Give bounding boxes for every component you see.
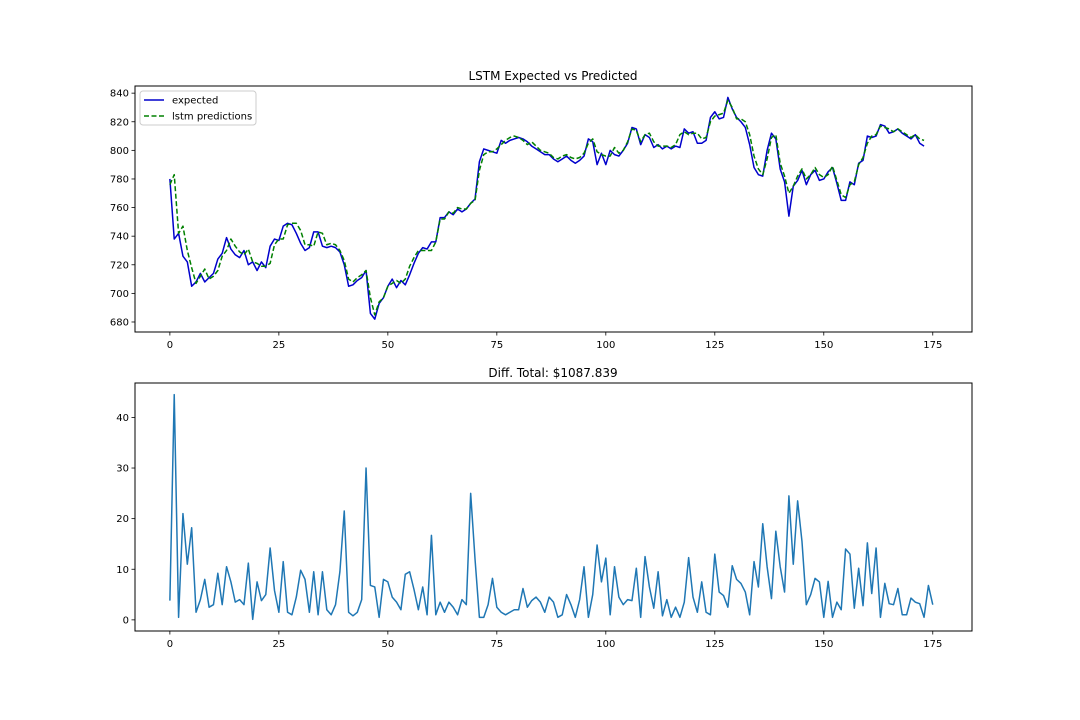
legend-box	[139, 90, 257, 126]
plot-area	[169, 393, 934, 621]
x-tick-label: 50	[381, 340, 394, 351]
x-tick-label: 125	[705, 340, 724, 351]
chart-title: Diff. Total: $1087.839	[488, 366, 617, 380]
axes-frame	[134, 85, 973, 333]
y-tick-label: 760	[110, 203, 129, 214]
series-line-lstm-predictions	[169, 99, 925, 316]
y-axis: 680 700 720 740 760 780 800 820 840	[110, 89, 135, 328]
chart-title: LSTM Expected vs Predicted	[468, 69, 637, 83]
series-line-expected	[169, 96, 925, 320]
subplot-diff: Diff. Total: $1087.839 0 25 50 75 100 125 150 1…	[116, 366, 973, 650]
x-tick-label: 100	[596, 340, 615, 351]
y-tick-label: 20	[116, 514, 129, 525]
x-tick-label: 50	[381, 639, 394, 650]
legend-label-lstm-predictions: lstm predictions	[172, 112, 252, 123]
x-tick-label: 25	[272, 639, 285, 650]
x-tick-label: 175	[923, 639, 942, 650]
x-tick-label: 175	[923, 340, 942, 351]
x-axis: 0 25 50 75 100 125 150 175	[167, 631, 942, 650]
y-tick-label: 840	[110, 89, 129, 100]
legend: expected lstm predictions	[139, 90, 257, 126]
x-tick-label: 100	[596, 639, 615, 650]
x-tick-label: 25	[272, 340, 285, 351]
subplot-expected-vs-predicted: LSTM Expected vs Predicted 0 25 50 75 100 125…	[110, 69, 973, 351]
x-tick-label: 75	[490, 340, 503, 351]
series-line	[169, 393, 934, 621]
y-tick-label: 10	[116, 565, 129, 576]
x-tick-label: 125	[705, 639, 724, 650]
x-tick-label: 0	[167, 340, 173, 351]
x-tick-label: 150	[814, 340, 833, 351]
x-tick-label: 75	[490, 639, 503, 650]
x-tick-label: 150	[814, 639, 833, 650]
y-tick-label: 40	[116, 413, 129, 424]
y-tick-label: 820	[110, 117, 129, 128]
y-tick-label: 740	[110, 232, 129, 243]
y-tick-label: 30	[116, 464, 129, 475]
axes-frame	[134, 382, 973, 632]
y-tick-label: 680	[110, 317, 129, 328]
plot-area	[169, 96, 925, 320]
y-tick-label: 780	[110, 174, 129, 185]
legend-label-expected: expected	[172, 96, 218, 107]
y-tick-label: 700	[110, 289, 129, 300]
y-tick-label: 720	[110, 260, 129, 271]
y-tick-label: 0	[123, 615, 129, 626]
x-tick-label: 0	[167, 639, 173, 650]
x-axis: 0 25 50 75 100 125 150 175	[167, 332, 942, 351]
y-tick-label: 800	[110, 146, 129, 157]
y-axis: 0 10 20 30 40	[116, 413, 135, 626]
